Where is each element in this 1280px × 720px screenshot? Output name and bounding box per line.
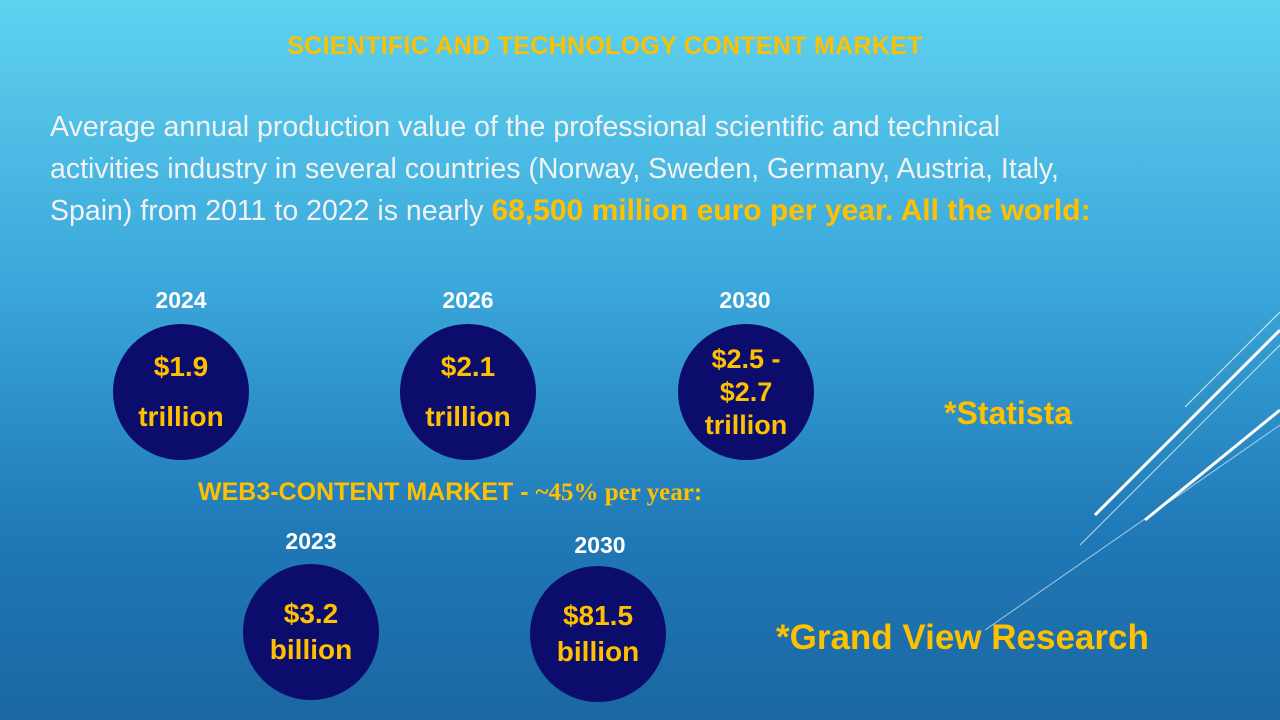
value-line: billion <box>269 634 353 665</box>
value-circle: $1.9 trillion <box>113 324 249 460</box>
source: *Statista <box>944 395 1073 431</box>
year: 2024 <box>155 287 207 313</box>
value-line: billion <box>556 636 640 667</box>
slide-title: SCIENTIFIC AND TECHNOLOGY CONTENT MARKET <box>287 32 923 60</box>
web3-growth: ~45% per year: <box>535 479 703 506</box>
web3-title: WEB3-CONTENT MARKET - <box>198 478 536 506</box>
value-line: $1.9 <box>153 351 209 382</box>
intro-body: Average annual production value of the p… <box>50 111 1059 227</box>
value-line: $2.1 <box>440 351 496 382</box>
year: 2026 <box>442 287 494 313</box>
value-line: $81.5 <box>562 600 634 631</box>
value-circle: $81.5 billion <box>530 566 666 702</box>
value-line: trillion <box>138 401 224 432</box>
intro-text: Average annual production value of the p… <box>50 106 1110 232</box>
value-circle: $3.2 billion <box>243 564 379 700</box>
intro-highlight: 68,500 million euro per year. All the wo… <box>491 194 1091 227</box>
value-line: trillion <box>704 409 788 440</box>
value-line: $2.7 <box>719 376 773 407</box>
year: 2030 <box>574 532 626 558</box>
year: 2030 <box>719 287 771 313</box>
web3-heading: WEB3-CONTENT MARKET - ~45% per year: <box>198 478 702 507</box>
value-line: $3.2 <box>283 598 339 629</box>
value-circle: $2.1 trillion <box>400 324 536 460</box>
value-circle: $2.5 - $2.7 trillion <box>678 324 814 460</box>
year: 2023 <box>285 528 337 554</box>
value-line: trillion <box>425 401 511 432</box>
source: *Grand View Research <box>776 618 1149 657</box>
value-line: $2.5 - <box>711 343 781 374</box>
